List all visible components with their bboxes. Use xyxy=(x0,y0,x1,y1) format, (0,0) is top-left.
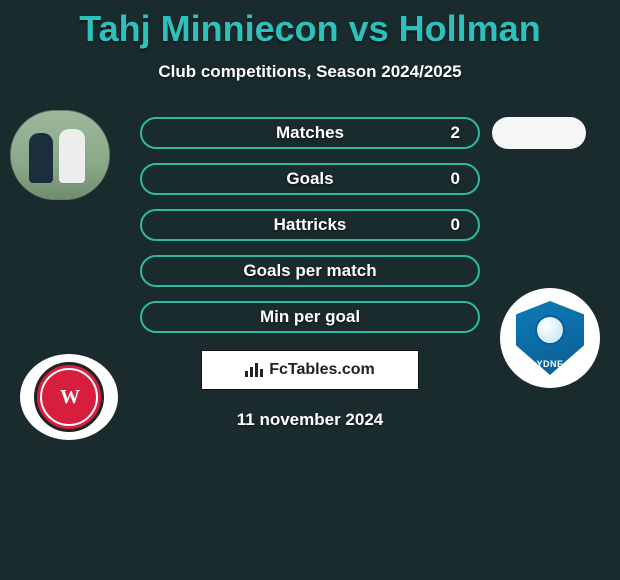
left-club-logo: W xyxy=(20,354,118,440)
stat-row: Goals per match xyxy=(0,248,620,294)
stat-row: Min per goal xyxy=(0,294,620,340)
stat-pill: Goals 0 xyxy=(140,163,480,195)
stat-pill: Goals per match xyxy=(140,255,480,287)
bar-chart-icon xyxy=(245,363,263,377)
stat-label: Matches xyxy=(276,123,344,142)
branding-box: FcTables.com xyxy=(201,350,419,390)
stat-right-pill xyxy=(492,117,586,149)
stat-pill: Matches 2 xyxy=(140,117,480,149)
stat-label: Min per goal xyxy=(260,307,360,326)
wanderers-crest: W xyxy=(34,362,104,432)
stat-row: Hattricks 0 xyxy=(0,202,620,248)
stat-pill: Hattricks 0 xyxy=(140,209,480,241)
stat-row: Goals 0 xyxy=(0,156,620,202)
sydney-fc-text: YDNE xyxy=(536,359,563,369)
wanderers-monogram: W xyxy=(60,386,78,409)
stat-left-value: 2 xyxy=(451,119,460,147)
branding-text: FcTables.com xyxy=(269,361,375,379)
subtitle: Club competitions, Season 2024/2025 xyxy=(0,62,620,82)
stat-row: Matches 2 xyxy=(0,110,620,156)
stat-left-value: 0 xyxy=(451,165,460,193)
stat-label: Goals xyxy=(286,169,333,188)
stat-bars-container: Matches 2 Goals 0 Hattricks 0 Goals per match M… xyxy=(0,110,620,340)
stats-area: W YDNE Matches2Goals0Hattricks0Goals per… xyxy=(0,110,620,340)
stat-label: Hattricks xyxy=(274,215,347,234)
page-title: Tahj Minniecon vs Hollman xyxy=(0,0,620,50)
stat-label: Goals per match xyxy=(243,261,376,280)
stat-pill: Min per goal xyxy=(140,301,480,333)
stat-left-value: 0 xyxy=(451,211,460,239)
